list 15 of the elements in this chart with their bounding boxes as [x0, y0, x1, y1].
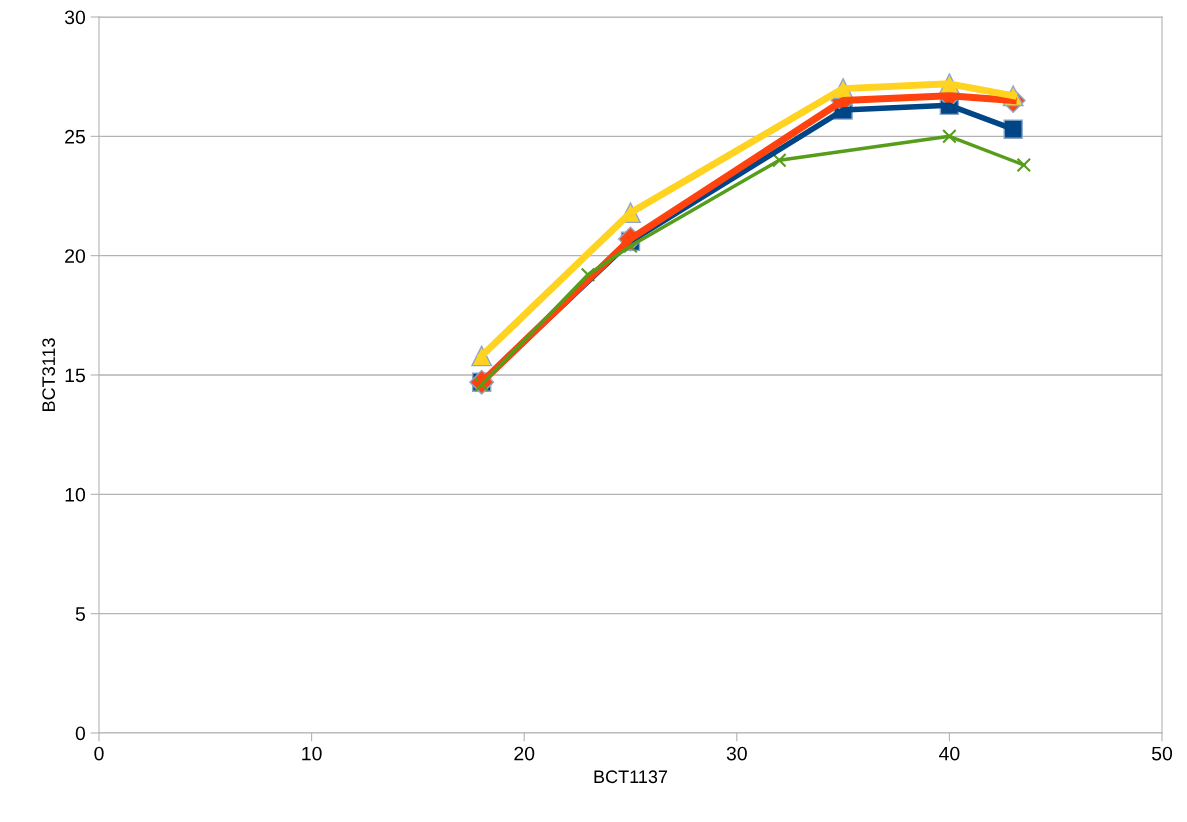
y-tick-label: 30 — [64, 10, 86, 25]
x-axis-title: BCT1137 — [594, 770, 668, 784]
x-tick-label: 50 — [1151, 746, 1173, 761]
x-tick-label: 30 — [726, 746, 747, 761]
x-tick-label: 20 — [514, 746, 535, 761]
y-tick-label: 15 — [65, 368, 85, 383]
y-tick-label: 20 — [65, 249, 86, 263]
y-tick-label: 25 — [65, 129, 85, 144]
x-tick-label: 0 — [94, 746, 104, 761]
x-tick-label: 10 — [302, 746, 322, 761]
y-tick-label: 10 — [65, 487, 86, 502]
y-tick-label: 0 — [75, 726, 86, 741]
x-tick-label: 40 — [939, 746, 960, 761]
y-axis-title: BCT3113 — [42, 338, 56, 411]
y-tick-label: 5 — [75, 607, 85, 621]
